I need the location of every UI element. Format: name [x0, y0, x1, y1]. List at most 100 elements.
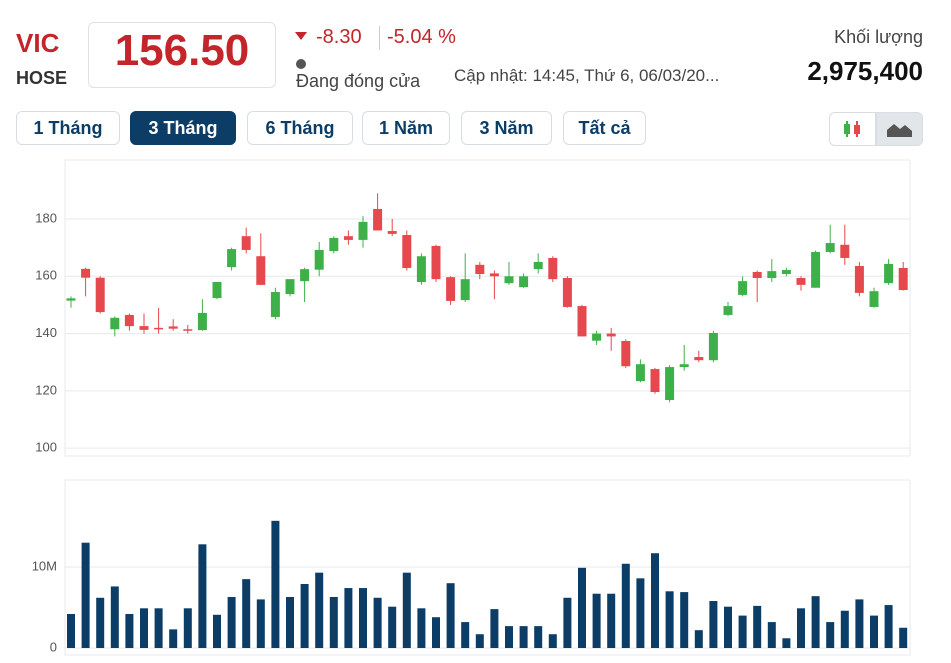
volume-bar: [125, 613, 134, 648]
candle-body: [738, 281, 748, 295]
candle-body: [285, 279, 295, 295]
volume-bar: [475, 634, 484, 648]
candle-body: [168, 326, 178, 329]
candle-body: [139, 326, 149, 330]
candle-body: [533, 261, 543, 270]
candle-body: [402, 235, 412, 268]
volume-bar: [621, 563, 630, 648]
volume-bar: [344, 588, 353, 648]
volume-bar: [213, 614, 221, 648]
range-tab[interactable]: 1 Năm: [362, 111, 450, 145]
candle-body: [869, 291, 879, 307]
volume-bar: [782, 638, 791, 648]
candle-body: [825, 243, 835, 252]
candle-body: [431, 245, 441, 280]
candle-body: [811, 251, 821, 288]
volume-bar: [505, 626, 513, 648]
volume-bar: [402, 572, 411, 648]
candle-body: [387, 231, 397, 234]
volume-bar: [154, 608, 163, 648]
candle-body: [329, 237, 339, 252]
volume-bar: [198, 544, 207, 648]
volume-bar: [694, 630, 703, 648]
volume-panel: [64, 479, 911, 656]
volume-bar: [563, 597, 572, 648]
y-tick-label: 180: [35, 210, 57, 225]
candle-body: [358, 221, 368, 240]
candle-body: [679, 364, 689, 368]
candle-body: [489, 273, 499, 277]
range-tab[interactable]: Tất cả: [563, 111, 646, 145]
volume-bar: [300, 584, 309, 648]
volume-bar: [797, 608, 805, 648]
volume-bar: [67, 613, 75, 648]
candle-body: [723, 306, 733, 315]
volume-label: Khối lượng: [834, 27, 923, 47]
candle-body: [650, 369, 660, 392]
candle-body: [577, 306, 587, 337]
candle-body: [95, 277, 105, 313]
volume-bar: [665, 591, 674, 648]
range-tab[interactable]: 6 Tháng: [247, 111, 353, 145]
candle-body: [621, 341, 631, 367]
candle-body: [256, 256, 266, 285]
range-tab[interactable]: 3 Tháng: [130, 111, 236, 145]
volume-bar: [899, 627, 908, 648]
volume-bar: [767, 622, 776, 648]
volume-bar: [855, 599, 864, 648]
volume-bar: [96, 597, 105, 648]
candle-body: [592, 333, 602, 341]
volume-bar: [140, 608, 148, 648]
volume-bar: [490, 609, 499, 648]
volume-bar: [388, 606, 397, 648]
volume-bar: [271, 520, 280, 648]
candle-body: [227, 249, 237, 268]
volume-bar: [417, 608, 426, 648]
volume-bar: [359, 588, 367, 648]
candle-body: [124, 314, 134, 327]
change-pct: -5.04 %: [387, 26, 456, 48]
range-tab[interactable]: 3 Năm: [461, 111, 552, 145]
candle-body: [606, 333, 616, 337]
candle-body: [270, 292, 280, 317]
volume-bar: [286, 596, 294, 648]
status: Đang đóng cửa: [296, 71, 421, 91]
volume-bar: [607, 593, 616, 648]
volume-bar: [183, 608, 192, 648]
area-toggle[interactable]: [876, 112, 923, 146]
volume-bar: [329, 596, 338, 648]
candle-body: [460, 279, 470, 301]
range-tab[interactable]: 1 Tháng: [16, 111, 120, 145]
volume-bar: [840, 610, 849, 648]
candle-body: [300, 269, 310, 282]
volume-bar: [548, 634, 557, 648]
volume-bar: [826, 622, 835, 648]
candle-toggle[interactable]: [829, 112, 876, 146]
candle-body: [212, 282, 222, 299]
volume-bar: [753, 605, 762, 648]
candle-body: [781, 269, 791, 274]
volume-bar: [680, 592, 689, 648]
volume-bar: [651, 553, 659, 648]
candle-body: [197, 312, 207, 331]
exchange: HOSE: [16, 68, 68, 88]
candle-body: [562, 278, 572, 307]
volume-bar: [81, 542, 90, 648]
volume-bar: [519, 626, 528, 648]
volume-bar: [724, 606, 732, 648]
candle-body: [504, 276, 514, 284]
candle-body: [767, 271, 777, 278]
symbol: VIC: [16, 28, 60, 58]
volume-bar: [432, 617, 440, 648]
volume-bar: [884, 605, 893, 648]
candle-body: [241, 236, 251, 250]
candle-body: [708, 332, 718, 361]
y-tick-label: 120: [35, 382, 57, 397]
volume-bar: [373, 597, 382, 648]
volume-bar: [811, 596, 820, 648]
volume-bar: [110, 586, 119, 648]
candle-body: [694, 357, 704, 361]
volume-bar: [461, 622, 470, 648]
